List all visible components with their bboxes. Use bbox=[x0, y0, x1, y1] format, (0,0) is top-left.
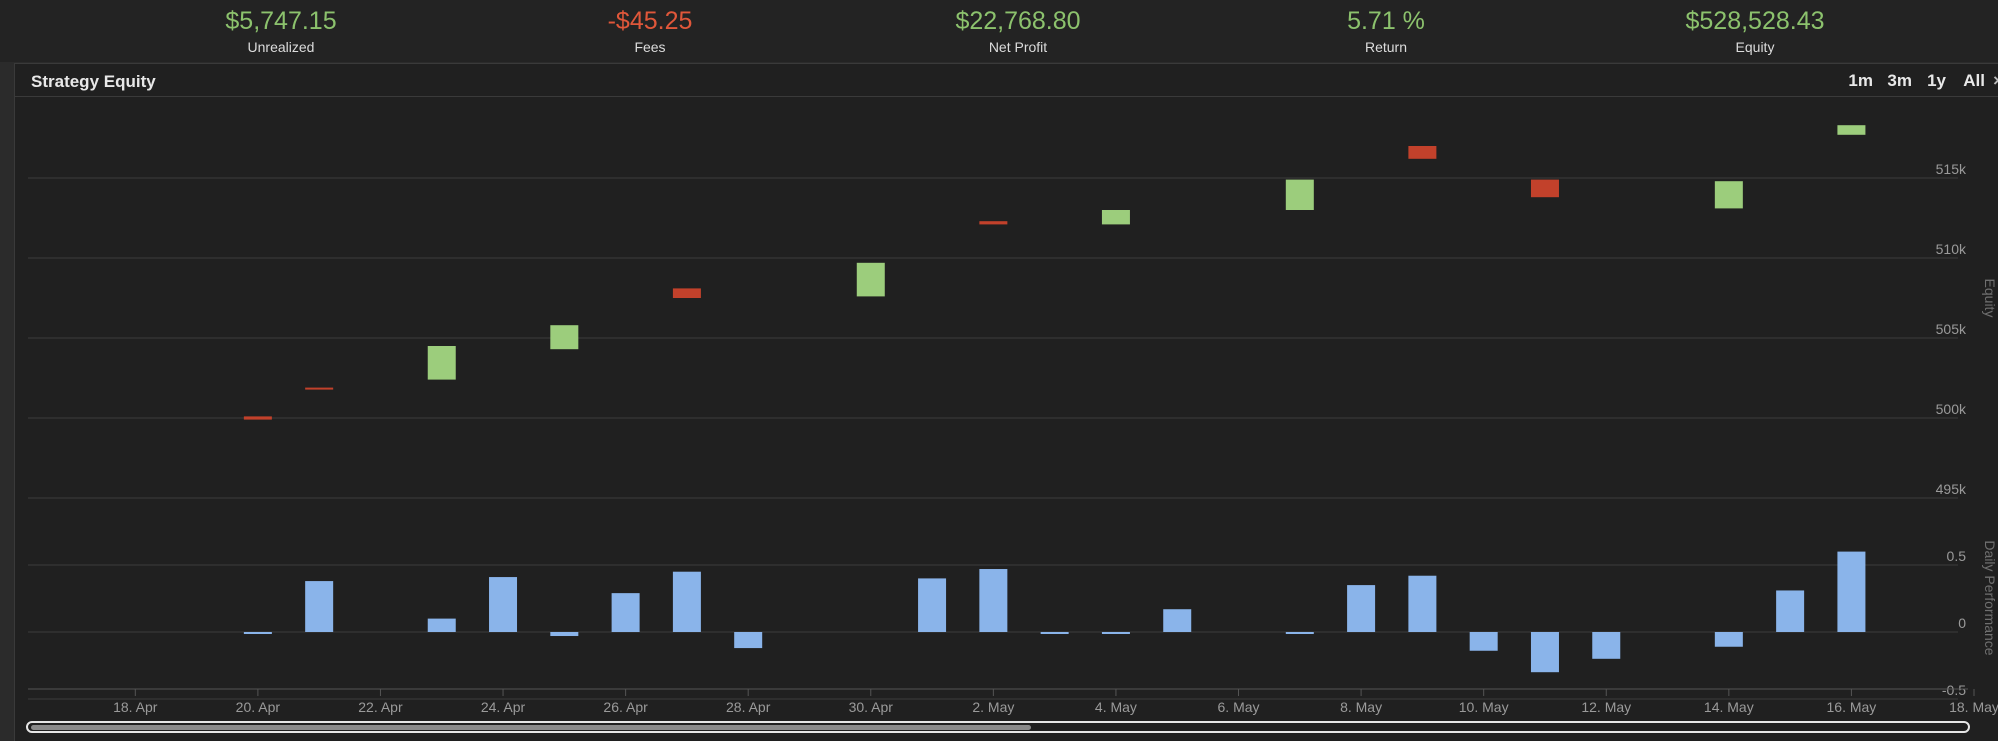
range-button-1y[interactable]: 1y bbox=[1927, 71, 1946, 90]
close-icon[interactable]: × bbox=[1993, 71, 1998, 91]
performance-bar bbox=[550, 632, 579, 637]
performance-bar bbox=[489, 577, 518, 632]
x-tick-label: 16. May bbox=[1827, 699, 1877, 715]
performance-bar bbox=[1714, 632, 1743, 647]
performance-bar bbox=[1163, 609, 1192, 632]
scrollbar-thumb[interactable] bbox=[31, 725, 1031, 730]
x-tick-label: 26. Apr bbox=[603, 699, 648, 715]
performance-bar bbox=[1101, 632, 1130, 634]
performance-bar bbox=[734, 632, 763, 649]
equity-candle bbox=[1101, 210, 1130, 225]
equity-candle bbox=[856, 262, 885, 297]
stat-value: $5,747.15 bbox=[225, 7, 337, 35]
stat-return: 5.71 % Return bbox=[1236, 4, 1536, 56]
x-tick-label: 18. Apr bbox=[113, 699, 158, 715]
performance-bar bbox=[1408, 575, 1437, 632]
performance-bar bbox=[1776, 590, 1805, 632]
equity-candle bbox=[979, 221, 1008, 225]
stat-value: 5.71 % bbox=[1347, 7, 1425, 35]
x-tick-label: 10. May bbox=[1459, 699, 1509, 715]
stat-value: $528,528.43 bbox=[1685, 7, 1825, 35]
x-tick-label: 14. May bbox=[1704, 699, 1754, 715]
stats-bar: $5,747.15 Unrealized -$45.25 Fees $22,76… bbox=[0, 0, 1998, 62]
equity-candle bbox=[1530, 179, 1559, 198]
equity-candle bbox=[1714, 181, 1743, 209]
x-tick-label: 4. May bbox=[1095, 699, 1137, 715]
range-button-all[interactable]: All bbox=[1963, 71, 1985, 90]
x-tick-label: 18. May bbox=[1949, 699, 1998, 715]
performance-bar bbox=[918, 578, 947, 632]
stat-unrealized: $5,747.15 Unrealized bbox=[131, 4, 431, 56]
performance-bar bbox=[672, 571, 701, 632]
performance-tick-label: -0.5 bbox=[1942, 682, 1966, 698]
stat-label: Fees bbox=[634, 39, 666, 55]
performance-bar bbox=[1040, 632, 1069, 634]
equity-candle bbox=[243, 416, 272, 420]
x-tick-label: 22. Apr bbox=[358, 699, 403, 715]
performance-bar bbox=[305, 581, 334, 632]
performance-bar bbox=[1530, 632, 1559, 673]
performance-axis-title: Daily Performance bbox=[1982, 540, 1998, 655]
equity-candle bbox=[550, 325, 579, 350]
equity-candle bbox=[1837, 125, 1866, 135]
equity-tick-label: 500k bbox=[1936, 401, 1967, 417]
performance-tick-label: 0.5 bbox=[1947, 548, 1967, 564]
stat-label: Unrealized bbox=[247, 39, 315, 55]
equity-axis-title: Equity bbox=[1982, 279, 1998, 318]
performance-bar bbox=[1469, 632, 1498, 651]
performance-bar bbox=[243, 632, 272, 634]
x-tick-label: 12. May bbox=[1581, 699, 1631, 715]
stat-label: Equity bbox=[1735, 39, 1775, 55]
performance-bar bbox=[1837, 551, 1866, 632]
x-tick-label: 6. May bbox=[1218, 699, 1260, 715]
equity-tick-label: 505k bbox=[1936, 321, 1967, 337]
performance-bar bbox=[1285, 632, 1314, 634]
x-tick-label: 28. Apr bbox=[726, 699, 771, 715]
chart-scrollbar[interactable] bbox=[26, 721, 1970, 733]
x-tick-label: 2. May bbox=[972, 699, 1014, 715]
range-button-1m[interactable]: 1m bbox=[1848, 71, 1873, 90]
equity-tick-label: 510k bbox=[1936, 241, 1967, 257]
performance-bar bbox=[1592, 632, 1621, 659]
x-tick-label: 24. Apr bbox=[481, 699, 526, 715]
range-button-3m[interactable]: 3m bbox=[1887, 71, 1912, 90]
stat-label: Return bbox=[1364, 39, 1408, 55]
performance-bar bbox=[979, 569, 1008, 632]
x-tick-label: 20. Apr bbox=[236, 699, 281, 715]
equity-candle bbox=[1285, 179, 1314, 210]
performance-tick-label: 0 bbox=[1958, 615, 1966, 631]
equity-tick-label: 515k bbox=[1936, 161, 1967, 177]
equity-candle bbox=[427, 346, 456, 380]
equity-tick-label: 495k bbox=[1936, 481, 1967, 497]
stat-value: -$45.25 bbox=[607, 7, 693, 35]
stat-fees: -$45.25 Fees bbox=[500, 4, 800, 56]
title-divider bbox=[15, 96, 1998, 97]
equity-candle bbox=[672, 288, 701, 298]
performance-bar bbox=[611, 593, 640, 632]
x-tick-label: 30. Apr bbox=[849, 699, 894, 715]
stat-equity: $528,528.43 Equity bbox=[1605, 4, 1905, 56]
equity-candle bbox=[1408, 146, 1437, 159]
equity-candle bbox=[305, 387, 334, 390]
performance-bar bbox=[427, 618, 456, 632]
x-tick-label: 8. May bbox=[1340, 699, 1382, 715]
performance-bar bbox=[1347, 585, 1376, 632]
stat-net-profit: $22,768.80 Net Profit bbox=[868, 4, 1168, 56]
stat-label: Net Profit bbox=[988, 39, 1048, 55]
stat-value: $22,768.80 bbox=[955, 7, 1081, 35]
panel-title: Strategy Equity bbox=[31, 72, 156, 91]
